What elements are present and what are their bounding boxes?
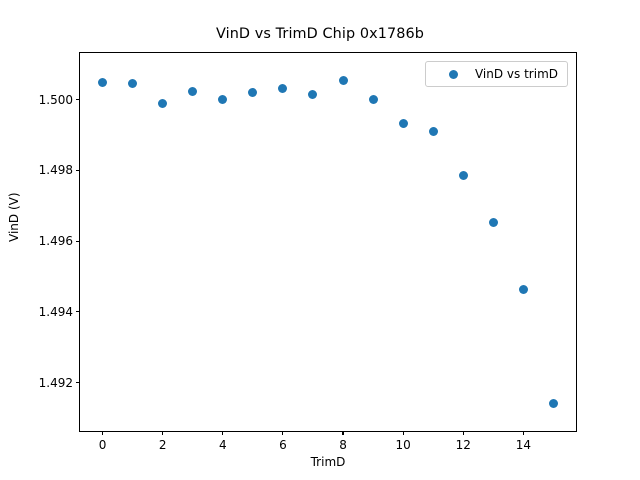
- data-point: [158, 99, 168, 109]
- data-point: [428, 126, 438, 136]
- data-point: [248, 88, 258, 98]
- y-axis-tick-label: 1.494: [38, 304, 73, 319]
- x-axis-tick-label: 8: [339, 438, 347, 452]
- y-axis-tick: [76, 382, 80, 384]
- data-point: [398, 118, 408, 128]
- chart-legend[interactable]: VinD vs trimD: [424, 61, 568, 87]
- x-axis-tick-label: 14: [515, 438, 532, 452]
- data-point: [308, 90, 318, 100]
- y-axis-tick: [76, 99, 80, 101]
- y-axis-tick: [76, 240, 80, 242]
- plot-axes: VinD vs trimD 0 2 4 6 8 10 12 14 1.492 1.494 1.496…: [39, 52, 577, 452]
- x-axis-tick: [402, 431, 404, 435]
- data-point: [368, 94, 378, 104]
- x-axis-tick-label: 12: [455, 438, 471, 452]
- data-point: [188, 86, 198, 96]
- y-axis-tick-label: 1.498: [38, 163, 73, 178]
- y-axis-tick: [76, 311, 80, 313]
- x-axis-tick: [101, 431, 104, 435]
- legend-marker-cell: [433, 69, 475, 79]
- x-axis-tick: [162, 431, 164, 435]
- x-axis-tick: [462, 431, 464, 435]
- y-axis-tick-label: 1.492: [38, 375, 73, 390]
- data-point: [488, 218, 498, 228]
- data-point: [218, 94, 228, 104]
- data-point: [278, 84, 288, 94]
- data-point: [548, 399, 558, 409]
- y-axis-label: VinD (V): [7, 192, 21, 242]
- x-axis-tick: [222, 431, 224, 435]
- x-axis-tick-label: 6: [279, 438, 287, 452]
- y-axis-tick-label: 1.500: [38, 92, 73, 107]
- legend-marker-icon: [449, 69, 459, 79]
- x-axis-tick-label: 4: [218, 438, 227, 452]
- x-axis-tick-label: 10: [395, 438, 411, 452]
- x-axis-tick: [342, 431, 344, 435]
- data-point: [128, 78, 138, 88]
- x-axis-tick: [282, 431, 284, 435]
- legend-label: VinD vs trimD: [474, 67, 558, 81]
- y-axis-tick: [76, 169, 80, 171]
- chart-title: VinD vs TrimD Chip 0x1786b: [215, 26, 425, 42]
- x-axis-tick: [522, 431, 524, 435]
- data-point: [338, 75, 348, 85]
- x-axis-tick-label: 0: [98, 438, 107, 452]
- x-axis-tick-label: 2: [158, 438, 167, 452]
- y-axis-tick-label: 1.496: [38, 234, 73, 249]
- x-axis-label: TrimD: [310, 455, 346, 469]
- data-point: [458, 170, 468, 180]
- plot-area: [80, 53, 576, 431]
- data-point: [518, 284, 528, 294]
- data-point: [98, 78, 108, 88]
